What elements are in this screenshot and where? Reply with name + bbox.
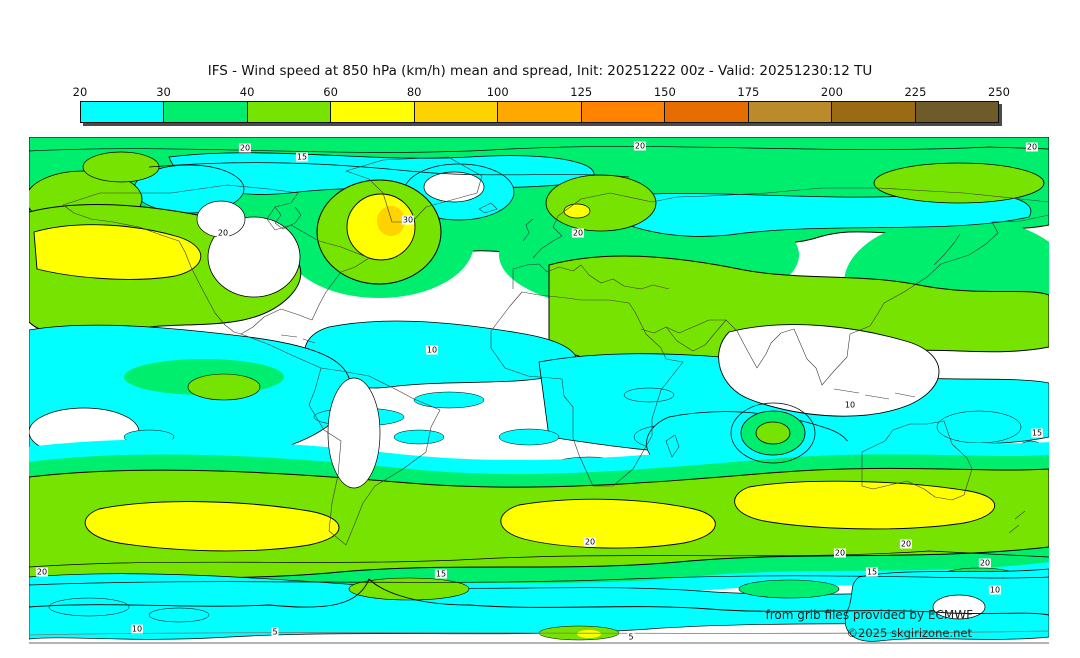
color-scale: 20 30 40 60 80 100 125 150 175 200 225 250 <box>73 85 1010 125</box>
color-scale-tick: 60 <box>323 85 338 99</box>
color-scale-segment <box>331 102 415 122</box>
color-scale-tick: 225 <box>904 85 927 99</box>
contour-value-label: 30 <box>401 215 415 225</box>
color-scale-segment <box>581 102 666 122</box>
wind-field-layer <box>29 137 1049 644</box>
color-scale-tick: 80 <box>406 85 422 99</box>
contour-value-label: 20 <box>216 228 230 238</box>
color-scale-tick: 200 <box>820 85 843 99</box>
world-wind-map: from grib files provided by ECMWF ©2025 … <box>29 137 1049 644</box>
color-scale-tick: 150 <box>653 85 676 99</box>
contour-value-label: 20 <box>571 228 585 238</box>
color-scale-segment <box>164 102 248 122</box>
contour-value-label: 10 <box>988 585 1002 595</box>
contour-value-label: 15 <box>434 569 448 579</box>
color-scale-segment <box>832 102 916 122</box>
contour-value-label: 20 <box>583 537 597 547</box>
contour-value-label: 10 <box>130 624 144 634</box>
color-scale-tick: 100 <box>486 85 509 99</box>
wind-field-svg <box>29 137 1049 644</box>
color-scale-segment <box>498 102 582 122</box>
coastlines-layer <box>62 156 1049 546</box>
contour-value-label: 15 <box>295 152 309 162</box>
contour-value-label: 5 <box>271 627 279 637</box>
contour-value-label: 20 <box>833 548 847 558</box>
contour-value-label: 15 <box>865 567 879 577</box>
color-scale-tick: 175 <box>737 85 760 99</box>
color-scale-tick: 250 <box>988 85 1010 99</box>
color-scale-segment <box>665 102 749 122</box>
color-scale-tick: 125 <box>570 85 593 99</box>
color-scale-segment <box>748 102 833 122</box>
color-scale-tick: 40 <box>239 85 255 99</box>
contour-value-label: 10 <box>425 345 439 355</box>
contour-value-label: 20 <box>633 141 647 151</box>
color-scale-segment <box>247 102 332 122</box>
color-scale-tick: 20 <box>72 85 88 99</box>
contour-value-label: 15 <box>1030 428 1044 438</box>
contour-value-label: 20 <box>35 567 49 577</box>
contour-value-label: 20 <box>978 558 992 568</box>
page-title: IFS - Wind speed at 850 hPa (km/h) mean … <box>207 63 873 79</box>
contour-value-label: 20 <box>238 143 252 153</box>
contour-value-label: 10 <box>843 400 857 410</box>
color-scale-ticks: 20 30 40 60 80 100 125 150 175 200 225 250 <box>73 85 1010 99</box>
color-scale-segment <box>414 102 499 122</box>
color-scale-bar <box>80 101 999 123</box>
color-scale-segment <box>915 102 998 122</box>
attribution-source: from grib files provided by ECMWF <box>765 608 973 622</box>
color-scale-tick: 30 <box>156 85 171 99</box>
attribution-copyright: ©2025 skgirizone.net <box>846 626 972 640</box>
color-scale-segment <box>81 102 165 122</box>
contour-value-label: 20 <box>899 539 913 549</box>
contour-value-label: 5 <box>627 632 635 642</box>
contour-value-label: 20 <box>1025 142 1039 152</box>
